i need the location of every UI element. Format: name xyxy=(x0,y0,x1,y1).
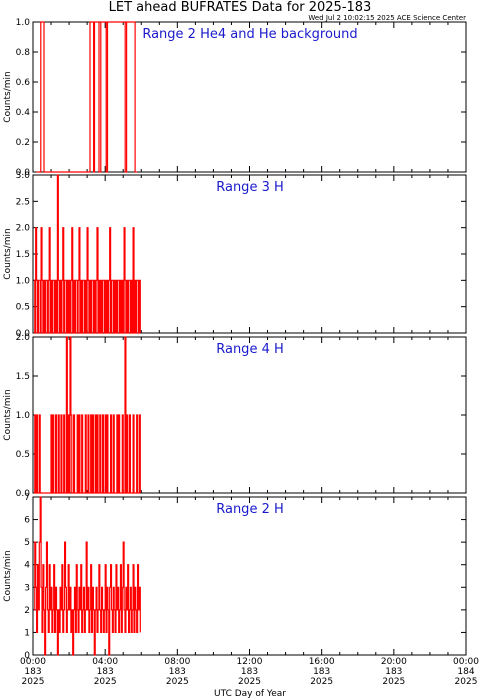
x-tick-label: 2025 xyxy=(382,677,405,687)
y-tick-label: 1.0 xyxy=(16,411,31,421)
y-tick-label: 5 xyxy=(24,538,30,548)
y-tick-label: 2.0 xyxy=(16,333,31,343)
y-tick-label: 0.2 xyxy=(16,138,30,148)
x-tick-label: 2025 xyxy=(22,677,45,687)
panel-title: Range 2 He4 and He background xyxy=(142,27,357,42)
chart-title: LET ahead BUFRATES Data for 2025-183 xyxy=(109,0,372,15)
series-line xyxy=(33,174,141,334)
y-tick-label: 2 xyxy=(24,606,30,616)
x-tick-label: 183 xyxy=(24,667,41,677)
x-tick-label: 00:00 xyxy=(453,657,479,667)
y-tick-label: 0.0 xyxy=(16,489,31,499)
panel-frame xyxy=(32,21,467,173)
x-tick-label: 183 xyxy=(241,667,258,677)
y-tick-label: 3.0 xyxy=(16,171,31,181)
y-tick-label: 0.4 xyxy=(16,108,31,118)
y-tick-label: 6 xyxy=(24,516,30,526)
y-tick-label: 1.5 xyxy=(16,250,30,260)
x-tick-label: 08:00 xyxy=(164,657,190,667)
panel-title: Range 4 H xyxy=(216,342,284,357)
timestamp-stamp: Wed Jul 2 10:02:15 2025 ACE Science Cent… xyxy=(308,14,466,22)
series-line xyxy=(36,21,138,173)
x-tick-label: 20:00 xyxy=(381,657,407,667)
x-tick-label: 00:00 xyxy=(20,657,46,667)
y-tick-label: 4 xyxy=(24,561,30,571)
panel-title: Range 3 H xyxy=(216,180,284,195)
x-tick-label: 2025 xyxy=(310,677,333,687)
x-tick-label: 184 xyxy=(457,667,474,677)
y-axis-label: Counts/min xyxy=(3,550,13,601)
y-tick-label: 7 xyxy=(24,493,30,503)
x-tick-label: 2025 xyxy=(94,677,117,687)
series-line xyxy=(33,336,141,494)
y-tick-label: 2.0 xyxy=(16,224,31,234)
x-tick-label: 183 xyxy=(97,667,114,677)
y-tick-label: 0.0 xyxy=(16,168,31,178)
y-tick-label: 0.8 xyxy=(16,48,31,58)
x-tick-label: 2025 xyxy=(455,677,478,687)
y-tick-label: 1.0 xyxy=(16,18,31,28)
y-tick-label: 1.0 xyxy=(16,276,31,286)
x-axis-label: UTC Day of Year xyxy=(214,689,286,699)
y-tick-label: 0.5 xyxy=(16,450,30,460)
y-tick-label: 0.6 xyxy=(16,78,31,88)
panel-title: Range 2 H xyxy=(216,502,284,517)
y-tick-label: 2.5 xyxy=(16,197,30,207)
y-tick-label: 3 xyxy=(24,583,30,593)
y-tick-label: 0.0 xyxy=(16,329,31,339)
y-tick-label: 1.5 xyxy=(16,372,30,382)
x-tick-label: 2025 xyxy=(166,677,189,687)
x-tick-label: 183 xyxy=(385,667,402,677)
x-tick-label: 12:00 xyxy=(237,657,263,667)
series-line xyxy=(33,496,141,656)
x-tick-label: 183 xyxy=(169,667,186,677)
y-tick-label: 1 xyxy=(24,628,30,638)
x-tick-label: 04:00 xyxy=(92,657,118,667)
x-tick-label: 183 xyxy=(313,667,330,677)
y-axis-label: Counts/min xyxy=(3,228,13,279)
y-tick-label: 0 xyxy=(24,651,30,661)
y-axis-label: Counts/min xyxy=(3,389,13,440)
x-tick-label: 16:00 xyxy=(309,657,335,667)
y-axis-label: Counts/min xyxy=(3,71,13,122)
y-tick-label: 0.5 xyxy=(16,303,30,313)
x-tick-label: 2025 xyxy=(238,677,261,687)
